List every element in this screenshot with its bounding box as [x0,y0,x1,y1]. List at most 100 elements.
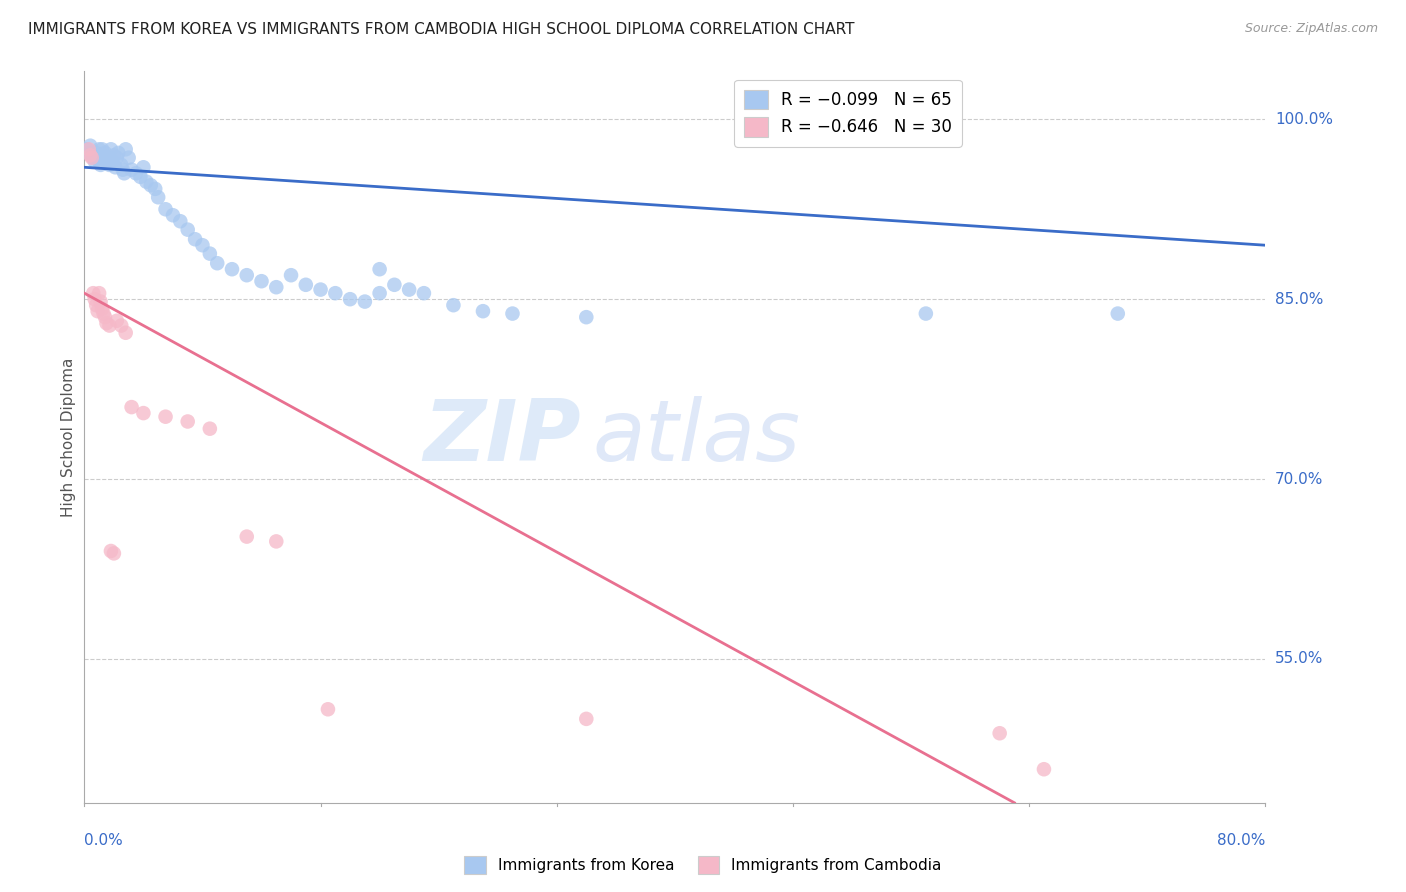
Point [90,158,112,172]
Point [86,151,108,165]
Point [80,148,103,162]
Legend: R = −0.099   N = 65, R = −0.646   N = 30: R = −0.099 N = 65, R = −0.646 N = 30 [734,79,962,146]
Point [143,182,166,196]
Point [177,415,200,429]
Text: 55.0%: 55.0% [1275,651,1323,666]
Point [93,307,115,321]
Y-axis label: High School Diploma: High School Diploma [60,358,76,516]
Point [162,208,184,222]
Point [368,262,391,277]
Point [111,162,134,177]
Point [110,318,132,333]
Point [235,530,259,544]
Text: 0.0%: 0.0% [84,833,124,847]
Point [101,154,124,169]
Text: ZIP: ZIP [423,395,581,479]
Point [382,277,406,292]
Point [87,286,111,301]
Point [316,702,339,716]
Point [121,400,143,414]
Point [96,316,118,330]
Point [280,268,302,283]
Point [114,326,136,340]
Point [94,310,117,325]
Point [198,246,221,260]
Point [413,286,436,301]
Point [472,304,495,318]
Point [135,175,157,189]
Point [121,162,143,177]
Point [82,151,104,165]
Point [80,151,103,165]
Point [250,274,273,288]
Point [82,286,104,301]
Point [105,151,128,165]
Point [76,142,98,156]
Legend: Immigrants from Korea, Immigrants from Cambodia: Immigrants from Korea, Immigrants from C… [458,850,948,880]
Point [575,310,598,325]
Point [103,546,125,560]
Point [96,154,118,169]
Point [112,166,135,180]
Point [139,178,162,193]
Point [368,286,391,301]
Point [104,161,127,175]
Point [84,145,107,160]
Point [100,142,122,156]
Point [309,283,332,297]
Point [93,151,115,165]
Point [83,292,105,306]
Point [235,268,259,283]
Text: atlas: atlas [592,395,800,479]
Point [988,726,1011,740]
Point [98,158,121,172]
Point [339,292,361,306]
Point [79,138,101,153]
Point [118,151,141,165]
Point [132,406,155,420]
Point [100,544,122,558]
Point [105,314,128,328]
Point [86,304,108,318]
Point [295,277,318,292]
Point [84,298,107,312]
Point [264,534,288,549]
Point [1107,307,1129,321]
Text: Source: ZipAtlas.com: Source: ZipAtlas.com [1244,22,1378,36]
Point [132,161,155,175]
Point [79,148,101,162]
Point [155,202,177,217]
Point [77,145,100,160]
Point [184,232,207,246]
Point [441,298,464,312]
Point [354,294,377,309]
Point [91,142,114,156]
Point [398,283,420,297]
Point [77,142,100,156]
Point [107,145,129,160]
Point [103,148,125,162]
Point [169,214,191,228]
Point [198,422,221,436]
Point [501,307,523,321]
Text: 100.0%: 100.0% [1275,112,1333,127]
Point [90,294,112,309]
Point [264,280,288,294]
Text: 85.0%: 85.0% [1275,292,1323,307]
Point [114,142,136,156]
Point [83,154,105,169]
Point [129,169,152,184]
Point [323,286,347,301]
Point [221,262,243,277]
Text: IMMIGRANTS FROM KOREA VS IMMIGRANTS FROM CAMBODIA HIGH SCHOOL DIPLOMA CORRELATIO: IMMIGRANTS FROM KOREA VS IMMIGRANTS FROM… [28,22,855,37]
Point [110,158,132,172]
Point [914,307,936,321]
Point [575,712,598,726]
Point [155,409,177,424]
Point [191,238,214,252]
Point [94,145,117,160]
Point [1032,762,1054,776]
Point [148,190,170,204]
Point [97,151,120,165]
Point [205,256,228,270]
